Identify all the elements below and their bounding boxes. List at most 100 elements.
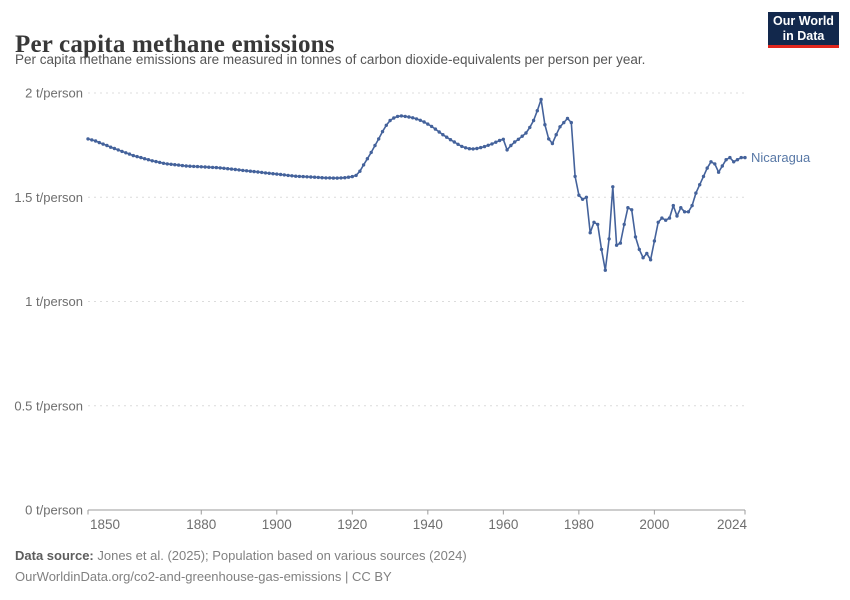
data-point-marker[interactable] (252, 169, 256, 174)
data-point-marker[interactable] (467, 147, 472, 151)
data-point-marker[interactable] (596, 222, 600, 227)
data-point-marker[interactable] (705, 166, 709, 170)
data-point-marker[interactable] (407, 115, 411, 119)
data-point-marker[interactable] (324, 176, 328, 180)
data-point-marker[interactable] (664, 218, 668, 222)
data-point-marker[interactable] (471, 147, 475, 151)
data-point-marker[interactable] (93, 139, 98, 143)
data-point-marker[interactable] (735, 158, 740, 162)
data-point-marker[interactable] (309, 175, 313, 179)
series-label-nicaragua[interactable]: Nicaragua (751, 149, 811, 165)
data-point-marker[interactable] (456, 142, 460, 146)
data-point-marker[interactable] (241, 168, 245, 173)
data-point-marker[interactable] (263, 171, 268, 175)
data-point-marker[interactable] (562, 120, 566, 125)
data-point-marker[interactable] (716, 170, 721, 174)
data-point-marker[interactable] (271, 172, 275, 176)
data-point-marker[interactable] (97, 140, 102, 145)
data-point-marker[interactable] (513, 140, 517, 144)
data-point-marker[interactable] (577, 193, 581, 197)
data-point-marker[interactable] (226, 167, 230, 171)
data-point-marker[interactable] (161, 161, 166, 165)
data-point-marker[interactable] (509, 143, 513, 148)
data-point-marker[interactable] (403, 114, 407, 119)
data-point-marker[interactable] (112, 146, 117, 151)
data-point-marker[interactable] (539, 97, 543, 102)
data-point-marker[interactable] (203, 165, 207, 169)
data-point-marker[interactable] (490, 142, 494, 146)
data-point-marker[interactable] (399, 114, 404, 118)
data-point-marker[interactable] (656, 220, 660, 224)
data-point-marker[interactable] (728, 155, 732, 160)
data-point-marker[interactable] (414, 117, 419, 121)
data-point-marker[interactable] (584, 195, 589, 199)
data-point-marker[interactable] (614, 243, 619, 247)
data-point-marker[interactable] (365, 157, 370, 161)
data-point-marker[interactable] (448, 138, 453, 142)
data-point-marker[interactable] (739, 155, 743, 160)
data-point-marker[interactable] (373, 143, 377, 148)
data-point-marker[interactable] (520, 134, 524, 138)
data-point-marker[interactable] (86, 137, 90, 141)
data-point-marker[interactable] (565, 116, 570, 121)
data-point-marker[interactable] (195, 164, 200, 169)
data-point-marker[interactable] (320, 176, 324, 180)
data-point-marker[interactable] (494, 140, 498, 144)
data-point-marker[interactable] (297, 174, 302, 179)
data-point-marker[interactable] (611, 185, 615, 189)
data-point-marker[interactable] (388, 118, 392, 123)
data-point-marker[interactable] (543, 123, 547, 127)
data-point-marker[interactable] (354, 173, 358, 178)
data-point-marker[interactable] (101, 142, 105, 146)
data-point-marker[interactable] (660, 216, 664, 220)
data-point-marker[interactable] (516, 137, 521, 141)
data-point-marker[interactable] (558, 125, 562, 129)
data-point-marker[interactable] (622, 222, 626, 227)
data-point-marker[interactable] (720, 164, 724, 168)
data-point-marker[interactable] (505, 148, 509, 152)
data-point-marker[interactable] (713, 162, 717, 166)
data-point-marker[interactable] (554, 133, 558, 137)
data-point-marker[interactable] (124, 151, 128, 155)
data-point-marker[interactable] (550, 141, 555, 146)
data-point-marker[interactable] (369, 150, 373, 155)
data-point-marker[interactable] (395, 114, 400, 119)
data-point-marker[interactable] (535, 109, 539, 113)
data-point-marker[interactable] (441, 133, 445, 137)
data-point-marker[interactable] (192, 164, 196, 169)
data-point-marker[interactable] (524, 131, 528, 135)
data-point-marker[interactable] (286, 173, 290, 178)
data-point-marker[interactable] (531, 118, 536, 123)
data-point-marker[interactable] (335, 176, 339, 180)
data-point-marker[interactable] (411, 116, 415, 120)
data-point-marker[interactable] (675, 214, 679, 218)
data-point-marker[interactable] (131, 153, 135, 158)
data-point-marker[interactable] (312, 175, 317, 179)
data-point-marker[interactable] (290, 174, 294, 178)
data-point-marker[interactable] (384, 123, 388, 128)
data-point-marker[interactable] (641, 256, 645, 260)
data-point-marker[interactable] (497, 138, 502, 143)
data-point-marker[interactable] (732, 160, 736, 164)
data-point-marker[interactable] (260, 170, 264, 175)
data-point-marker[interactable] (380, 129, 385, 134)
data-point-marker[interactable] (150, 159, 154, 163)
data-point-marker[interactable] (426, 122, 430, 126)
data-point-marker[interactable] (267, 171, 271, 175)
data-point-marker[interactable] (165, 162, 169, 166)
data-point-marker[interactable] (135, 154, 139, 159)
data-point-marker[interactable] (501, 137, 505, 141)
data-point-marker[interactable] (486, 143, 490, 147)
data-point-marker[interactable] (418, 118, 422, 123)
data-point-marker[interactable] (633, 235, 638, 239)
data-point-marker[interactable] (686, 210, 691, 214)
data-point-marker[interactable] (350, 174, 354, 179)
data-point-marker[interactable] (328, 176, 332, 180)
data-point-marker[interactable] (377, 137, 381, 141)
data-point-marker[interactable] (244, 169, 249, 173)
data-point-marker[interactable] (479, 145, 483, 150)
data-point-marker[interactable] (343, 176, 347, 180)
data-point-marker[interactable] (142, 157, 147, 161)
data-point-marker[interactable] (671, 203, 675, 208)
data-point-marker[interactable] (229, 167, 234, 171)
